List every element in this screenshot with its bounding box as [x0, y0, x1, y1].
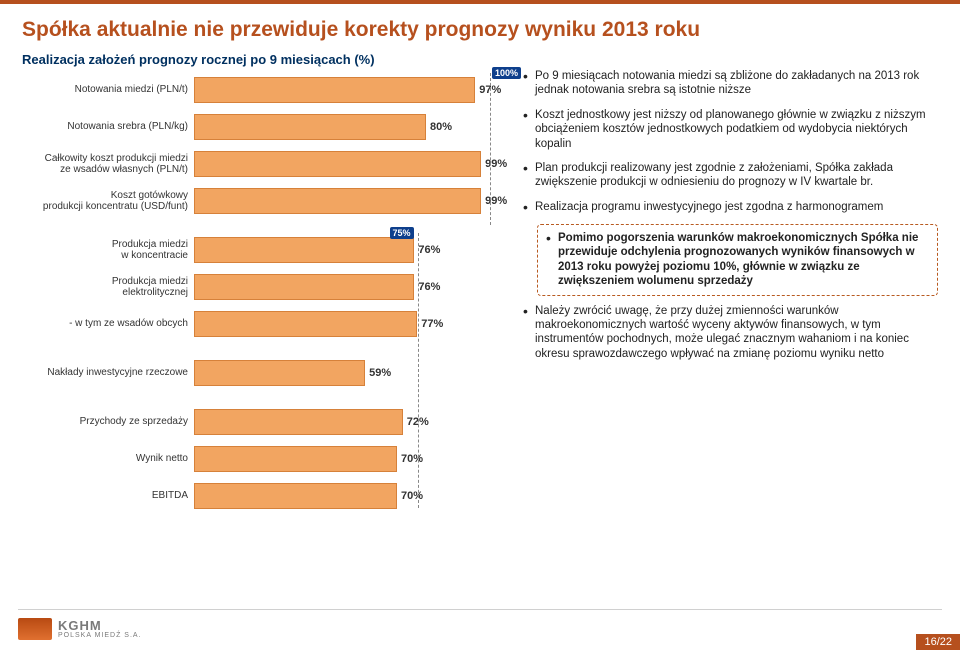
bar-value-label: 80% [430, 121, 452, 133]
bar-row: Przychody ze sprzedaży72% [22, 405, 512, 438]
bar-fill [194, 409, 403, 435]
bar-value-label: 77% [421, 318, 443, 330]
bar-label: Nakłady inwestycyjne rzeczowe [22, 367, 194, 378]
bar-fill [194, 151, 481, 177]
bar-value-label: 76% [418, 244, 440, 256]
bar-track: 99% [194, 151, 484, 177]
bar-track: 77% [194, 311, 484, 337]
highlight-bullet: • Pomimo pogorszenia warunków makroekono… [546, 231, 929, 289]
bar-fill [194, 483, 397, 509]
page-number: 16/22 [916, 634, 960, 650]
bar-track: 59% [194, 360, 484, 386]
bar-row: Całkowity koszt produkcji miedzize wsadó… [22, 147, 512, 180]
bullet-item: •Realizacja programu inwestycyjnego jest… [523, 200, 938, 214]
bullet-item: •Po 9 miesiącach notowania miedzi są zbl… [523, 69, 938, 98]
bar-label: Koszt gotówkowyprodukcji koncentratu (US… [22, 190, 194, 212]
bar-label: Notowania miedzi (PLN/t) [22, 84, 194, 95]
content-area: Notowania miedzi (PLN/t)97% Notowania sre… [22, 73, 938, 593]
reference-badge: 100% [492, 67, 521, 79]
bar-track: 97% [194, 77, 484, 103]
logo-area: KGHM POLSKA MIEDŹ S.A. [18, 618, 142, 640]
page-body: Spółka aktualnie nie przewiduje korekty … [0, 4, 960, 593]
bar-row: Produkcja miedziw koncentracie 76% [22, 233, 512, 266]
bullet-text: Plan produkcji realizowany jest zgodnie … [535, 161, 938, 190]
logo-sub: POLSKA MIEDŹ S.A. [58, 632, 142, 639]
logo-icon [18, 618, 52, 640]
bullet-dot-icon: • [523, 200, 535, 214]
bar-value-label: 99% [485, 195, 507, 207]
highlight-text: Pomimo pogorszenia warunków makroekonomi… [558, 231, 929, 289]
reference-line [418, 233, 419, 508]
bullet-text: Realizacja programu inwestycyjnego jest … [535, 200, 938, 214]
footer-divider [18, 609, 942, 610]
bar-label: Wynik netto [22, 453, 194, 464]
bar-fill [194, 311, 417, 337]
bullet-dot-icon: • [523, 69, 535, 98]
bar-track: 72% [194, 409, 484, 435]
bar-value-label: 76% [418, 281, 440, 293]
bullet-dot-icon: • [523, 161, 535, 190]
bar-track: 70% [194, 446, 484, 472]
bar-fill [194, 114, 426, 140]
bar-track: 70% [194, 483, 484, 509]
final-bullet: • Należy zwrócić uwagę, że przy dużej zm… [523, 304, 938, 362]
bar-label: Przychody ze sprzedaży [22, 416, 194, 427]
bar-value-label: 70% [401, 453, 423, 465]
bar-row: Nakłady inwestycyjne rzeczowe 59% [22, 356, 512, 389]
final-bullet-text: Należy zwrócić uwagę, że przy dużej zmie… [535, 304, 938, 362]
bar-fill [194, 360, 365, 386]
chart-subtitle: Realizacja założeń prognozy rocznej po 9… [22, 52, 938, 67]
bar-label: - w tym ze wsadów obcych [22, 318, 194, 329]
reference-line [490, 73, 491, 225]
bar-label: Całkowity koszt produkcji miedzize wsadó… [22, 153, 194, 175]
bar-value-label: 99% [485, 158, 507, 170]
bar-label: Notowania srebra (PLN/kg) [22, 121, 194, 132]
bar-row: Notowania srebra (PLN/kg) 80% [22, 110, 512, 143]
bar-fill [194, 77, 475, 103]
bullet-item: •Koszt jednostkowy jest niższy od planow… [523, 108, 938, 151]
bar-fill [194, 274, 414, 300]
bar-fill [194, 188, 481, 214]
bar-chart: Notowania miedzi (PLN/t)97% Notowania sre… [22, 73, 512, 516]
bar-value-label: 70% [401, 490, 423, 502]
bar-label: Produkcja miedzielektrolitycznej [22, 276, 194, 298]
bullet-dot-icon: • [523, 108, 535, 151]
page-title: Spółka aktualnie nie przewiduje korekty … [22, 18, 938, 42]
bar-row: Notowania miedzi (PLN/t)97% [22, 73, 512, 106]
bar-row: Produkcja miedzielektrolitycznej 76% [22, 270, 512, 303]
logo-brand: KGHM [58, 619, 142, 632]
bar-track: 76% [194, 274, 484, 300]
bullet-dot-icon: • [546, 231, 558, 289]
bar-row: Wynik netto 70% [22, 442, 512, 475]
highlight-box: • Pomimo pogorszenia warunków makroekono… [537, 224, 938, 296]
bar-row: - w tym ze wsadów obcych 77% [22, 307, 512, 340]
commentary-panel: •Po 9 miesiącach notowania miedzi są zbl… [523, 69, 938, 371]
bar-label: Produkcja miedziw koncentracie [22, 239, 194, 261]
bullet-text: Po 9 miesiącach notowania miedzi są zbli… [535, 69, 938, 98]
bar-track: 76% [194, 237, 484, 263]
logo-text-wrap: KGHM POLSKA MIEDŹ S.A. [58, 619, 142, 639]
bar-row: EBITDA 70% [22, 479, 512, 512]
reference-badge: 75% [390, 227, 414, 239]
bullets-mid-group: •Plan produkcji realizowany jest zgodnie… [523, 161, 938, 214]
bullet-item: •Plan produkcji realizowany jest zgodnie… [523, 161, 938, 190]
bullet-dot-icon: • [523, 304, 535, 362]
bar-track: 99% [194, 188, 484, 214]
bar-label: EBITDA [22, 490, 194, 501]
bar-value-label: 59% [369, 367, 391, 379]
bar-row: Koszt gotówkowyprodukcji koncentratu (US… [22, 184, 512, 217]
bullet-text: Koszt jednostkowy jest niższy od planowa… [535, 108, 938, 151]
bar-fill [194, 237, 414, 263]
bar-track: 80% [194, 114, 484, 140]
bar-fill [194, 446, 397, 472]
bullets-top-group: •Po 9 miesiącach notowania miedzi są zbl… [523, 69, 938, 151]
